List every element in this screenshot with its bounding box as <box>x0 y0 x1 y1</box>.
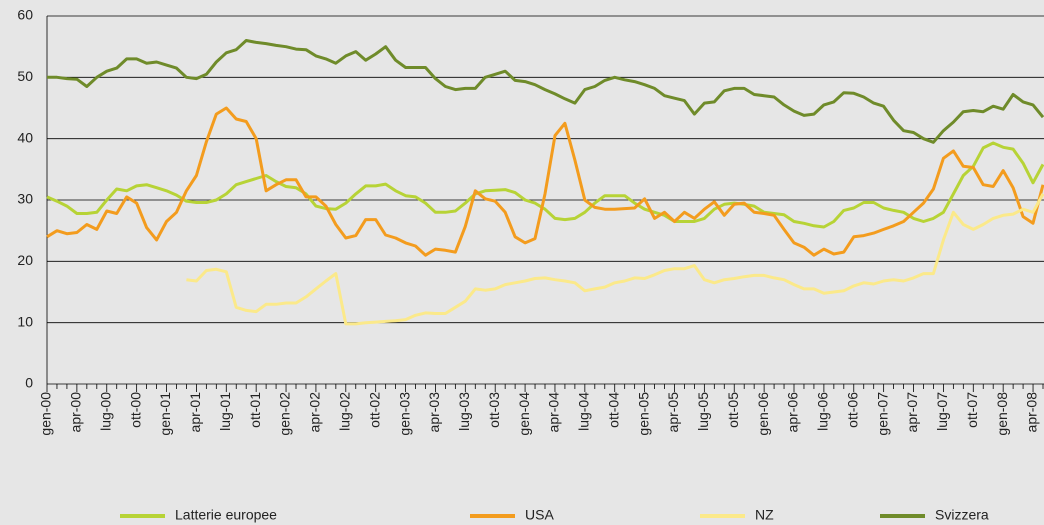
x-tick-label: ott-02 <box>366 392 382 428</box>
x-tick-label: ott-01 <box>247 392 263 428</box>
x-tick-label: apr-00 <box>68 392 84 433</box>
x-tick-label: apr-03 <box>426 392 442 433</box>
x-tick-label: lug-02 <box>337 392 353 431</box>
x-tick-label: gen-03 <box>396 392 412 436</box>
x-tick-label: ott-05 <box>725 392 741 428</box>
legend-label: Svizzera <box>935 507 989 523</box>
x-tick-label: apr-01 <box>187 392 203 433</box>
y-tick-label: 60 <box>17 7 33 23</box>
x-tick-label: gen-07 <box>874 392 890 436</box>
y-tick-label: 40 <box>17 129 33 145</box>
x-tick-label: gen-06 <box>755 392 771 436</box>
y-tick-label: 50 <box>17 68 33 84</box>
x-tick-label: apr-06 <box>785 392 801 433</box>
x-tick-label: apr-05 <box>665 392 681 433</box>
x-tick-label: gen-04 <box>516 392 532 436</box>
x-tick-label: lug-00 <box>97 392 113 431</box>
x-tick-label: gen-05 <box>635 392 651 436</box>
y-tick-label: 10 <box>17 313 33 329</box>
x-tick-label: ott-06 <box>844 392 860 428</box>
x-tick-label: gen-01 <box>157 392 173 436</box>
x-tick-label: apr-04 <box>546 392 562 433</box>
legend-label: USA <box>525 507 554 523</box>
y-tick-label: 20 <box>17 252 33 268</box>
x-tick-label: ott-00 <box>127 392 143 428</box>
series-line <box>46 141 1044 229</box>
x-tick-label: lug-07 <box>934 392 950 431</box>
x-tick-label: lug-01 <box>217 392 233 431</box>
x-tick-label: apr-08 <box>1024 392 1040 433</box>
x-tick-label: gen-08 <box>994 392 1010 436</box>
x-tick-label: gen-00 <box>38 392 54 436</box>
legend-label: Latterie europee <box>175 507 277 523</box>
x-tick-label: ott-07 <box>964 392 980 428</box>
y-tick-label: 30 <box>17 191 33 207</box>
x-tick-label: ott-04 <box>605 392 621 428</box>
series-line <box>46 106 1044 257</box>
x-tick-label: lug-04 <box>576 392 592 431</box>
x-tick-label: lug-06 <box>815 392 831 431</box>
y-tick-label: 0 <box>25 375 33 391</box>
x-tick-label: gen-02 <box>277 392 293 436</box>
series-line <box>47 39 1044 144</box>
legend-label: NZ <box>755 507 774 523</box>
x-tick-label: apr-07 <box>904 392 920 433</box>
x-tick-label: ott-03 <box>486 392 502 428</box>
x-tick-label: lug-05 <box>695 392 711 431</box>
series-line <box>186 193 1044 326</box>
x-tick-label: lug-03 <box>456 392 472 431</box>
x-tick-label: apr-02 <box>307 392 323 433</box>
